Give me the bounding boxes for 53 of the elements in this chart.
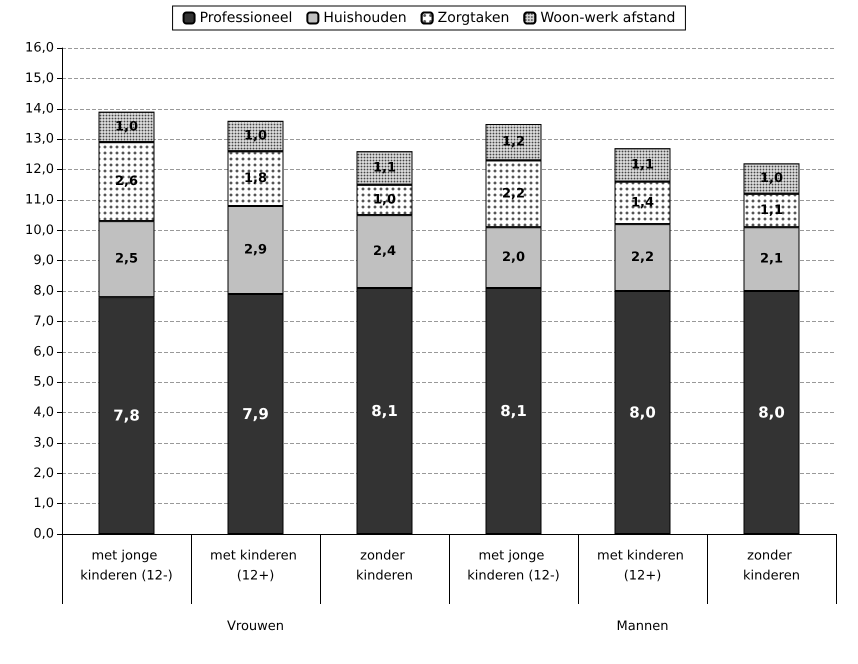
x-tick-label: met kinderen (12+) bbox=[597, 548, 688, 584]
text: Mannen bbox=[616, 619, 668, 634]
data-label: 8,1 bbox=[500, 402, 527, 420]
data-label: 2,4 bbox=[372, 244, 396, 260]
data-label: 1,4 bbox=[630, 195, 654, 210]
y-tick-label: 10,0 bbox=[25, 222, 54, 238]
y-tick-label: 14,0 bbox=[25, 101, 54, 116]
x-tick-label: met kinderen (12+) bbox=[210, 548, 301, 584]
y-tick-label: 9,0 bbox=[33, 253, 54, 268]
data-label: 7,9 bbox=[242, 405, 269, 424]
data-label: 1,0 bbox=[760, 171, 784, 186]
data-label: 1,0 bbox=[244, 128, 268, 144]
data-label: 1,8 bbox=[244, 171, 268, 186]
text: Vrouwen bbox=[226, 619, 284, 634]
y-tick-label: 11,0 bbox=[25, 192, 54, 208]
data-label: 2,2 bbox=[630, 250, 654, 266]
legend-label: Professioneel bbox=[200, 10, 292, 26]
y-tick-label: 16,0 bbox=[25, 40, 54, 56]
data-label: 1,1 bbox=[372, 160, 396, 176]
y-tick-label: 12,0 bbox=[25, 162, 54, 177]
y-tick-label: 2,0 bbox=[33, 466, 54, 481]
data-label: 1,0 bbox=[114, 119, 138, 134]
data-label: 1,0 bbox=[372, 192, 396, 208]
data-label: 1,1 bbox=[760, 203, 784, 218]
data-label: 2,5 bbox=[114, 252, 138, 267]
legend-label: Zorgtaken bbox=[438, 10, 510, 26]
y-tick-label: 5,0 bbox=[33, 374, 54, 390]
x-tick-label: met jonge kinderen (12-) bbox=[467, 548, 560, 584]
y-tick-label: 0,0 bbox=[33, 526, 54, 542]
data-label: 1,1 bbox=[630, 157, 654, 172]
y-tick-label: 4,0 bbox=[33, 405, 54, 420]
data-label: 2,0 bbox=[502, 250, 526, 266]
y-tick-label: 15,0 bbox=[25, 70, 54, 86]
data-label: 7,8 bbox=[113, 406, 140, 425]
data-label: 2,1 bbox=[760, 252, 784, 267]
data-label: 2,9 bbox=[244, 242, 268, 258]
legend-label: Woon-werk afstand bbox=[540, 10, 676, 26]
x-tick-label: zonder kinderen bbox=[743, 548, 800, 584]
y-tick-label: 3,0 bbox=[33, 435, 54, 450]
y-tick-label: 1,0 bbox=[33, 496, 54, 512]
data-label: 1,2 bbox=[502, 134, 526, 150]
y-tick-label: 13,0 bbox=[25, 132, 54, 147]
y-tick-label: 7,0 bbox=[33, 314, 54, 329]
data-label: 2,6 bbox=[114, 174, 138, 190]
x-tick-label: met jonge kinderen (12-) bbox=[80, 548, 173, 584]
data-label: 8,1 bbox=[371, 402, 398, 420]
data-label: 2,2 bbox=[502, 186, 526, 202]
y-tick-label: 8,0 bbox=[33, 284, 54, 298]
y-tick-label: 6,0 bbox=[33, 344, 54, 360]
legend-label: Huishouden bbox=[323, 10, 407, 26]
data-label: 8,0 bbox=[629, 404, 656, 422]
data-label: 8,0 bbox=[758, 404, 785, 422]
x-tick-label: zonder kinderen bbox=[356, 548, 413, 584]
